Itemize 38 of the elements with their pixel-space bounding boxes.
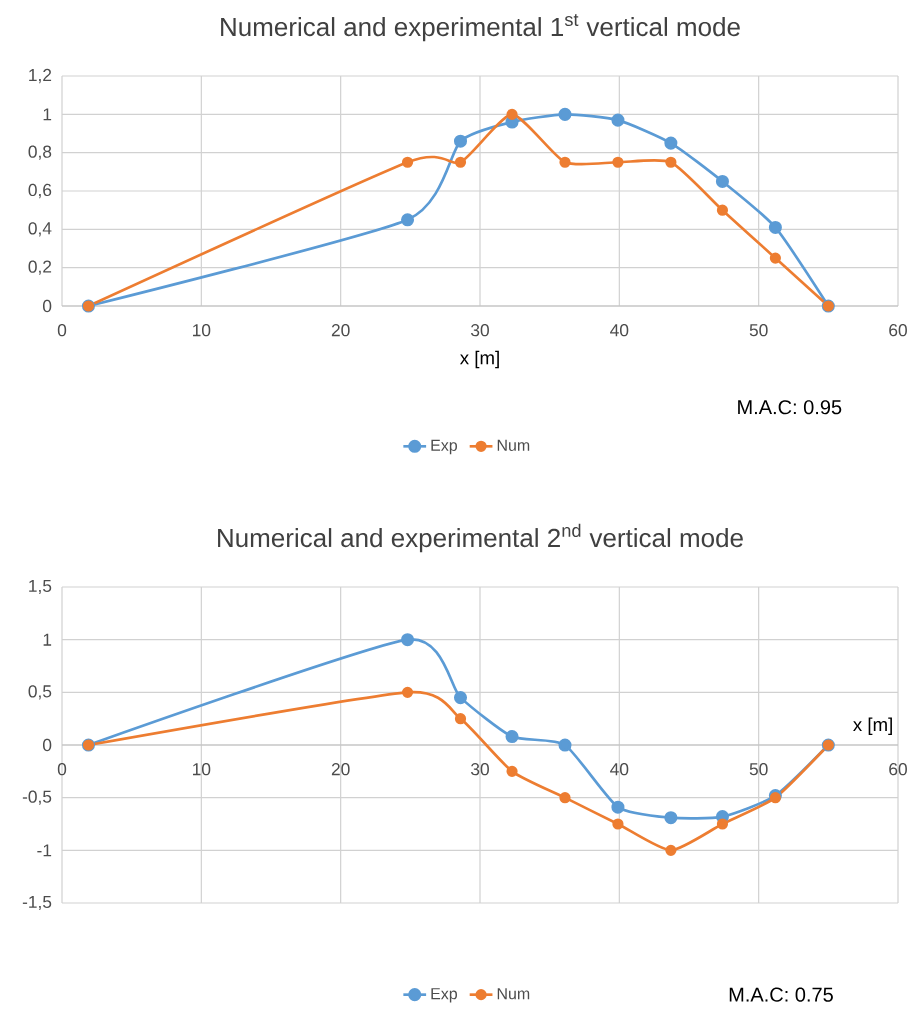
x-axis-title: x [m]	[853, 717, 892, 735]
x-tick-label: 20	[331, 763, 350, 776]
y-tick-label: 0,5	[28, 685, 52, 700]
x-tick-label: 60	[889, 763, 907, 776]
text: M.A.C: 0.95	[738, 400, 842, 415]
x-tick-label: 50	[749, 324, 768, 337]
chart-title: Numerical and experimental 1$^{st}$ vertical mode	[221, 14, 740, 42]
x-axis-title: x [m]	[459, 350, 499, 369]
legend-label: Num	[497, 439, 530, 451]
y-tick-label: 1,5	[29, 579, 52, 595]
chart-title: Numerical and experimental 2$^{nd}$ vertical mode	[218, 523, 743, 553]
x-tick-label: 30	[471, 763, 489, 776]
x-tick-label: 10	[193, 763, 211, 776]
legend-label: Num	[497, 988, 530, 1000]
y-tick-label: 0	[42, 738, 52, 752]
y-tick-label: 0,8	[28, 145, 52, 160]
y-tick-label: 0,2	[28, 260, 52, 275]
y-tick-label: 1	[43, 108, 52, 121]
x-tick-label: 50	[749, 763, 768, 776]
legend-label: Exp	[431, 988, 458, 1003]
x-tick-label: 60	[889, 324, 907, 337]
x-tick-label: 0	[57, 324, 67, 337]
x-tick-label: 40	[610, 324, 629, 337]
x-tick-label: 40	[610, 763, 629, 776]
text: M.A.C: 0.75	[729, 987, 833, 1002]
x-tick-label: 30	[471, 324, 489, 337]
y-tick-label: -1	[37, 844, 52, 857]
y-tick-label: 0,4	[28, 222, 52, 237]
x-tick-label: 10	[193, 324, 211, 337]
y-tick-label: -0,5	[22, 790, 52, 805]
x-tick-label: 20	[331, 324, 350, 337]
y-tick-label: -1,5	[22, 895, 52, 911]
y-tick-label: 0,6	[28, 183, 52, 199]
y-tick-label: 1,2	[29, 68, 52, 84]
y-tick-label: 0	[42, 299, 52, 313]
y-tick-label: 1	[43, 633, 52, 646]
x-tick-label: 0	[57, 763, 67, 776]
legend-label: Exp	[431, 439, 458, 455]
